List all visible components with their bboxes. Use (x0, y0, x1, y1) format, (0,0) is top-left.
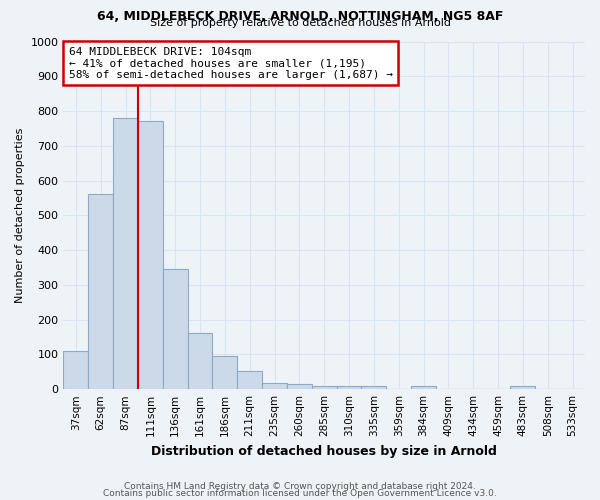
X-axis label: Distribution of detached houses by size in Arnold: Distribution of detached houses by size … (151, 444, 497, 458)
Bar (212, 356, 237, 389)
Text: Size of property relative to detached houses in Arnold: Size of property relative to detached ho… (149, 18, 451, 28)
Text: Contains HM Land Registry data © Crown copyright and database right 2024.: Contains HM Land Registry data © Crown c… (124, 482, 476, 491)
Y-axis label: Number of detached properties: Number of detached properties (15, 128, 25, 303)
Bar (361, 386, 386, 389)
Bar (287, 384, 312, 389)
Bar (188, 333, 212, 389)
Bar (411, 386, 436, 389)
Bar (88, 194, 113, 389)
Bar (163, 269, 188, 389)
Bar (64, 351, 88, 389)
Bar (337, 386, 361, 389)
Bar (312, 386, 337, 389)
Bar (113, 118, 138, 389)
Bar (262, 384, 287, 389)
Bar (138, 122, 163, 389)
Bar (237, 371, 262, 389)
Text: Contains public sector information licensed under the Open Government Licence v3: Contains public sector information licen… (103, 490, 497, 498)
Bar (511, 386, 535, 389)
Text: 64 MIDDLEBECK DRIVE: 104sqm
← 41% of detached houses are smaller (1,195)
58% of : 64 MIDDLEBECK DRIVE: 104sqm ← 41% of det… (68, 46, 392, 80)
Text: 64, MIDDLEBECK DRIVE, ARNOLD, NOTTINGHAM, NG5 8AF: 64, MIDDLEBECK DRIVE, ARNOLD, NOTTINGHAM… (97, 10, 503, 23)
